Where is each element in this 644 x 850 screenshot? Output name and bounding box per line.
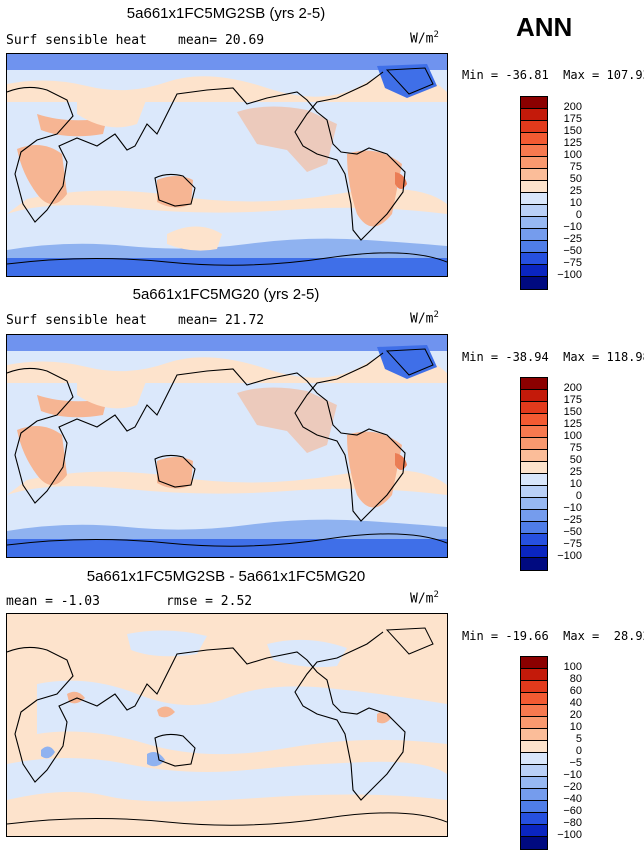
panel-2-units: W/m2 — [410, 310, 439, 327]
colorbar-label: 175 — [563, 394, 582, 406]
colorbar-label: 0 — [575, 745, 582, 757]
colorbar-label: −10 — [563, 221, 582, 233]
colorbar-label: 10 — [569, 478, 582, 490]
colorbar-label: 0 — [575, 209, 582, 221]
colorbar-label: 5 — [575, 733, 582, 745]
colorbar-label: 200 — [563, 101, 582, 113]
panel-3-colorbar — [520, 656, 548, 850]
colorbar-label: −100 — [557, 829, 582, 841]
colorbar-label: 25 — [569, 185, 582, 197]
panel-2-minmax: Min = -38.94 Max = 118.98 — [462, 350, 644, 364]
colorbar-label: 150 — [563, 125, 582, 137]
colorbar-label: −50 — [563, 245, 582, 257]
panel-1-units: W/m2 — [410, 30, 439, 47]
colorbar-label: −10 — [563, 769, 582, 781]
colorbar-label: 50 — [569, 173, 582, 185]
panel-2-variable: Surf sensible heat — [6, 313, 147, 328]
panel-2-map — [6, 334, 448, 558]
colorbar-label: −75 — [563, 538, 582, 550]
colorbar-label: −25 — [563, 233, 582, 245]
panel-3-mean: mean = -1.03 — [6, 594, 100, 609]
colorbar-label: 0 — [575, 490, 582, 502]
colorbar-label: 10 — [569, 721, 582, 733]
colorbar-label: 175 — [563, 113, 582, 125]
panel-3-units: W/m2 — [410, 590, 439, 607]
colorbar-label: −20 — [563, 781, 582, 793]
panel-1-variable: Surf sensible heat — [6, 33, 147, 48]
panel-3-minmax: Min = -19.66 Max = 28.92 — [462, 629, 644, 643]
colorbar-label: 125 — [563, 137, 582, 149]
colorbar-label: −10 — [563, 502, 582, 514]
colorbar-label: 200 — [563, 382, 582, 394]
colorbar-label: −50 — [563, 526, 582, 538]
panel-3-rmse: rmse = 2.52 — [166, 594, 253, 609]
colorbar-label: 25 — [569, 466, 582, 478]
season-label: ANN — [516, 12, 573, 42]
panel-1-map — [6, 53, 448, 277]
colorbar-label: −60 — [563, 805, 582, 817]
panel-1-mean: mean= 20.69 — [178, 33, 265, 48]
panel-1-title: 5a661x1FC5MG2SB (yrs 2-5) — [126, 5, 326, 22]
colorbar-label: −5 — [569, 757, 582, 769]
colorbar-label: 20 — [569, 709, 582, 721]
panel-2-title: 5a661x1FC5MG20 (yrs 2-5) — [132, 286, 320, 303]
colorbar-label: 100 — [563, 149, 582, 161]
colorbar-label: −80 — [563, 817, 582, 829]
colorbar-label: 150 — [563, 406, 582, 418]
panel-2-mean: mean= 21.72 — [178, 313, 265, 328]
colorbar-label: 75 — [569, 161, 582, 173]
panel-3-title: 5a661x1FC5MG2SB - 5a661x1FC5MG20 — [86, 568, 366, 585]
panel-3-map — [6, 613, 448, 837]
colorbar-label: 100 — [563, 430, 582, 442]
colorbar-label: 10 — [569, 197, 582, 209]
colorbar-label: −100 — [557, 550, 582, 562]
colorbar-label: 75 — [569, 442, 582, 454]
colorbar-label: 60 — [569, 685, 582, 697]
panel-1-minmax: Min = -36.81 Max = 107.93 — [462, 68, 644, 82]
colorbar-label: −25 — [563, 514, 582, 526]
panel-2-colorbar — [520, 377, 548, 571]
colorbar-label: 100 — [563, 661, 582, 673]
colorbar-label: 50 — [569, 454, 582, 466]
colorbar-label: −75 — [563, 257, 582, 269]
colorbar-label: 125 — [563, 418, 582, 430]
colorbar-label: 80 — [569, 673, 582, 685]
colorbar-label: −100 — [557, 269, 582, 281]
panel-1-colorbar — [520, 96, 548, 290]
colorbar-label: 40 — [569, 697, 582, 709]
colorbar-label: −40 — [563, 793, 582, 805]
